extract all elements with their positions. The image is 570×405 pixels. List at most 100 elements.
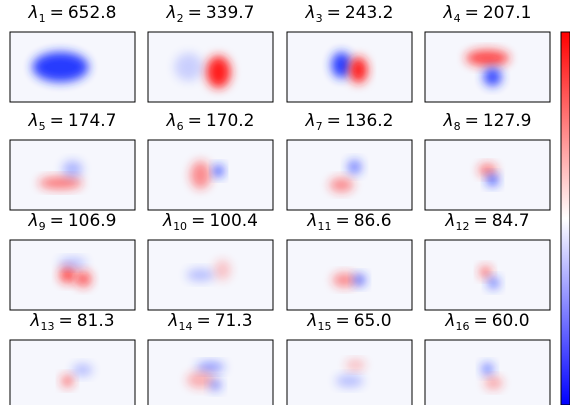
value: 106.9: [68, 211, 117, 231]
relation: =: [188, 3, 202, 23]
subscript: 12: [455, 220, 469, 233]
value: 652.8: [68, 3, 117, 23]
heatmap-blob: [215, 260, 231, 280]
panel-title: λ12=84.7: [444, 211, 529, 233]
value: 86.6: [354, 211, 392, 231]
panel-title: λ4=207.1: [443, 3, 532, 25]
panel-title: λ13=81.3: [29, 311, 114, 333]
heatmap-bg: [148, 340, 273, 405]
heatmap-blob: [187, 269, 215, 281]
relation: =: [50, 211, 64, 231]
heatmap-blob: [76, 271, 92, 287]
panel: λ10 =100.4: [148, 211, 273, 310]
subscript: 6: [177, 120, 184, 133]
figure: λ1=652.8λ2=339.7λ3=243.2λ4=207.1λ5=174.7…: [0, 0, 570, 405]
heatmap: [148, 140, 273, 210]
heatmap: [425, 240, 550, 310]
heatmap-blob: [333, 273, 357, 287]
symbol: λ: [443, 111, 454, 131]
symbol: λ: [306, 311, 317, 331]
heatmap-blob: [191, 161, 211, 189]
heatmap: [148, 340, 273, 405]
subscript: 1: [39, 12, 46, 25]
panel: λ15=65.0: [287, 311, 412, 405]
heatmap: [287, 32, 412, 102]
value: 100.4: [209, 211, 258, 231]
heatmap-blob: [332, 52, 352, 78]
panel: λ11=86.6: [287, 211, 412, 310]
panel-title: λ7=136.2: [305, 111, 394, 133]
relation: =: [50, 3, 64, 23]
panel-title: λ8=127.9: [443, 111, 532, 133]
heatmap-blob: [59, 258, 87, 268]
heatmap-blob: [62, 375, 74, 387]
panel: λ1=652.8: [10, 3, 135, 102]
panel: λ5 =174.7: [10, 111, 135, 210]
symbol: λ: [162, 211, 173, 231]
subscript: 4: [454, 12, 461, 25]
symbol: λ: [29, 311, 40, 331]
heatmap-blob: [348, 160, 362, 174]
heatmap: [10, 340, 135, 405]
relation: =: [473, 211, 487, 231]
heatmap-blob: [484, 68, 502, 86]
relation: =: [465, 3, 479, 23]
subscript: 5: [39, 120, 46, 133]
value: 243.2: [345, 3, 394, 23]
subscript: 10: [173, 220, 187, 233]
relation: =: [327, 3, 341, 23]
heatmap-blob: [210, 379, 222, 391]
heatmap: [148, 32, 273, 102]
relation: =: [465, 111, 479, 131]
symbol: λ: [443, 3, 454, 23]
relation: =: [58, 311, 72, 331]
value: 84.7: [492, 211, 530, 231]
panel-title: λ5 =174.7: [28, 111, 117, 133]
heatmap-blob: [354, 274, 366, 286]
symbol: λ: [28, 111, 39, 131]
panel-title: λ15=65.0: [306, 311, 391, 333]
subscript: 11: [317, 220, 331, 233]
heatmap-blob: [60, 267, 76, 283]
heatmap-bg: [10, 340, 135, 405]
relation: =: [50, 111, 64, 131]
subscript: 7: [316, 120, 323, 133]
heatmap-blob: [33, 52, 89, 82]
panel-title: λ9=106.9: [28, 211, 117, 233]
panel: λ13=81.3: [10, 311, 135, 405]
heatmap: [10, 140, 135, 210]
heatmap-blob: [175, 53, 203, 81]
symbol: λ: [167, 311, 178, 331]
symbol: λ: [305, 111, 316, 131]
heatmap-blob: [487, 174, 499, 186]
value: 339.7: [206, 3, 255, 23]
symbol: λ: [444, 311, 455, 331]
value: 174.7: [68, 111, 117, 131]
panel-title: λ16=60.0: [444, 311, 529, 333]
panel: λ3=243.2: [287, 3, 412, 102]
relation: =: [196, 311, 210, 331]
subscript: 14: [178, 320, 192, 333]
heatmap: [10, 240, 135, 310]
relation: =: [191, 211, 205, 231]
colorbar: [561, 32, 570, 405]
subscript: 2: [177, 12, 184, 25]
panel-title: λ2=339.7: [166, 3, 255, 25]
panel: λ4=207.1: [425, 3, 550, 102]
subscript: 15: [317, 320, 331, 333]
heatmap: [148, 240, 273, 310]
value: 71.3: [215, 311, 253, 331]
panel: λ14 =71.3: [148, 311, 273, 405]
heatmap-blob: [466, 50, 510, 66]
value: 136.2: [345, 111, 394, 131]
heatmap-bg: [287, 340, 412, 405]
heatmap: [425, 340, 550, 405]
heatmap-blob: [39, 177, 83, 189]
panel: λ16=60.0: [425, 311, 550, 405]
heatmap: [10, 32, 135, 102]
panel-title: λ14 =71.3: [167, 311, 252, 333]
panel: λ8=127.9: [425, 111, 550, 210]
panel-title: λ10 =100.4: [162, 211, 258, 233]
panel-title: λ3=243.2: [305, 3, 394, 25]
heatmap-blob: [480, 266, 492, 278]
